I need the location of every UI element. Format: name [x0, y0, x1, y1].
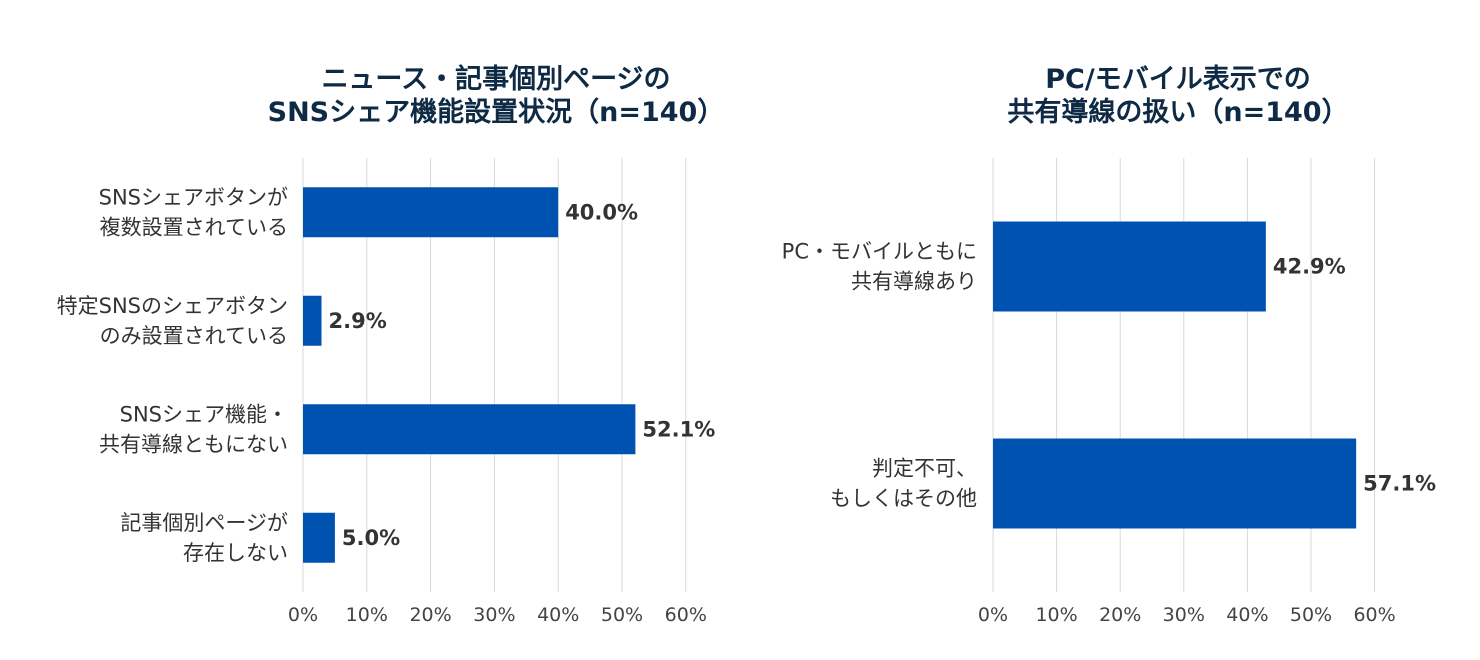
x-tick-label: 50% — [601, 604, 643, 626]
category-label: 判定不可、 — [872, 457, 977, 481]
x-tick-label: 40% — [1226, 604, 1268, 626]
chart-title-line: PC/モバイル表示での — [1045, 64, 1310, 95]
value-label: 40.0% — [565, 200, 638, 224]
x-tick-label: 60% — [665, 604, 707, 626]
category-label: 共有導線あり — [851, 270, 977, 294]
x-tick-label: 10% — [346, 604, 388, 626]
x-tick-label: 40% — [537, 604, 579, 626]
bar — [303, 295, 322, 346]
value-label: 2.9% — [329, 309, 387, 333]
category-label: のみ設置されている — [100, 324, 288, 348]
category-label: 共有導線ともにない — [99, 432, 288, 456]
x-tick-label: 30% — [473, 604, 515, 626]
bar — [993, 221, 1266, 312]
category-label: SNSシェアボタンが — [99, 185, 288, 209]
category-label: PC・モバイルともに — [782, 240, 977, 264]
value-label: 52.1% — [642, 417, 715, 441]
bar — [303, 404, 636, 455]
category-label: SNSシェア機能・ — [120, 402, 288, 426]
x-tick-label: 30% — [1163, 604, 1205, 626]
bar — [993, 438, 1357, 529]
bar — [303, 187, 559, 238]
value-label: 57.1% — [1363, 472, 1436, 496]
x-tick-label: 0% — [288, 604, 318, 626]
chart-title-line: ニュース・記事個別ページの — [321, 63, 670, 95]
category-label: 存在しない — [183, 541, 288, 565]
category-label: 複数設置されている — [100, 215, 288, 239]
category-label: もしくはその他 — [830, 487, 977, 511]
x-tick-label: 60% — [1353, 604, 1395, 626]
x-tick-label: 0% — [978, 604, 1008, 626]
value-label: 42.9% — [1273, 255, 1346, 279]
category-label: 記事個別ページが — [120, 511, 288, 535]
chart-title-line: SNSシェア機能設置状況（n=140） — [268, 96, 725, 128]
value-label: 5.0% — [342, 526, 400, 550]
x-tick-label: 50% — [1290, 604, 1332, 626]
bar — [303, 512, 335, 563]
x-tick-label: 20% — [409, 604, 451, 626]
category-label: 特定SNSのシェアボタン — [57, 294, 288, 318]
chart-title-line: 共有導線の扱い（n=140） — [1007, 96, 1348, 128]
x-tick-label: 20% — [1099, 604, 1141, 626]
x-tick-label: 10% — [1035, 604, 1077, 626]
